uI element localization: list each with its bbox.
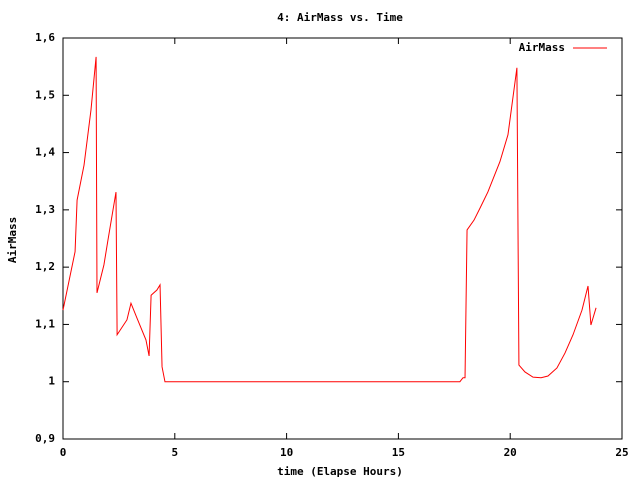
plot-border xyxy=(62,37,623,440)
y-tick-label: 1,2 xyxy=(35,260,55,273)
data-line xyxy=(62,56,597,383)
y-tick-label: 1,1 xyxy=(35,317,55,330)
y-axis-label: AirMass xyxy=(6,217,19,263)
y-tick-label: 1,3 xyxy=(35,203,55,216)
x-tick-label: 20 xyxy=(504,446,517,459)
legend-label: AirMass xyxy=(519,41,565,54)
y-tick-label: 1 xyxy=(48,375,55,388)
chart-title: 4: AirMass vs. Time xyxy=(277,11,403,24)
x-tick-label: 10 xyxy=(280,446,293,459)
y-tick-label: 1,6 xyxy=(35,31,55,44)
x-tick-label: 5 xyxy=(171,446,178,459)
y-tick-label: 1,4 xyxy=(35,146,55,159)
y-tick-label: 0,9 xyxy=(35,432,55,445)
x-tick-label: 0 xyxy=(60,446,67,459)
x-tick-label: 25 xyxy=(615,446,628,459)
x-axis-label: time (Elapse Hours) xyxy=(277,465,403,478)
y-tick-label: 1,5 xyxy=(35,88,55,101)
x-tick-label: 15 xyxy=(392,446,405,459)
